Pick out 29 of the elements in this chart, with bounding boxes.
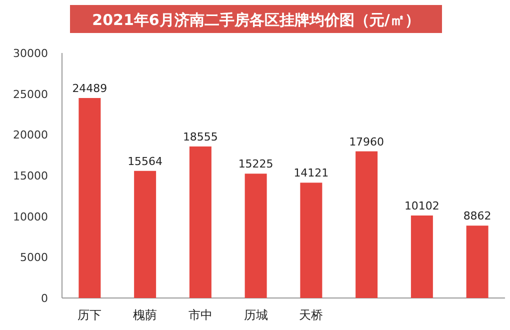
chart-title: 2021年6月济南二手房各区挂牌均价图（元/㎡） <box>92 11 420 29</box>
data-label: 10102 <box>404 200 440 212</box>
x-tick-label: 槐荫 <box>133 308 158 322</box>
data-label: 15225 <box>238 158 274 171</box>
data-label: 17960 <box>349 135 384 148</box>
y-tick-label: 25000 <box>13 88 48 101</box>
bar <box>78 98 101 298</box>
bar <box>466 226 488 298</box>
data-label: 18555 <box>182 130 218 144</box>
y-tick-label: 10000 <box>13 210 48 224</box>
y-tick-label: 15000 <box>13 170 48 182</box>
bar <box>356 151 378 298</box>
x-tick-label: 历下 <box>78 308 102 322</box>
x-tick-label: 历城 <box>244 308 268 322</box>
bar <box>300 182 322 298</box>
bar <box>410 216 433 298</box>
bar <box>244 174 267 298</box>
data-label: 15564 <box>128 154 163 168</box>
y-tick-label: 20000 <box>13 128 48 142</box>
data-label: 8862 <box>463 210 492 223</box>
bar <box>134 170 156 298</box>
y-tick-label: 0 <box>41 292 48 305</box>
data-label: 24489 <box>72 82 108 96</box>
x-tick-label: 市中 <box>188 308 212 322</box>
y-tick-label: 5000 <box>20 251 48 264</box>
data-label: 14121 <box>294 166 329 180</box>
x-tick-label: 天桥 <box>299 308 324 322</box>
y-tick-label: 30000 <box>13 47 48 60</box>
bar <box>189 146 212 298</box>
